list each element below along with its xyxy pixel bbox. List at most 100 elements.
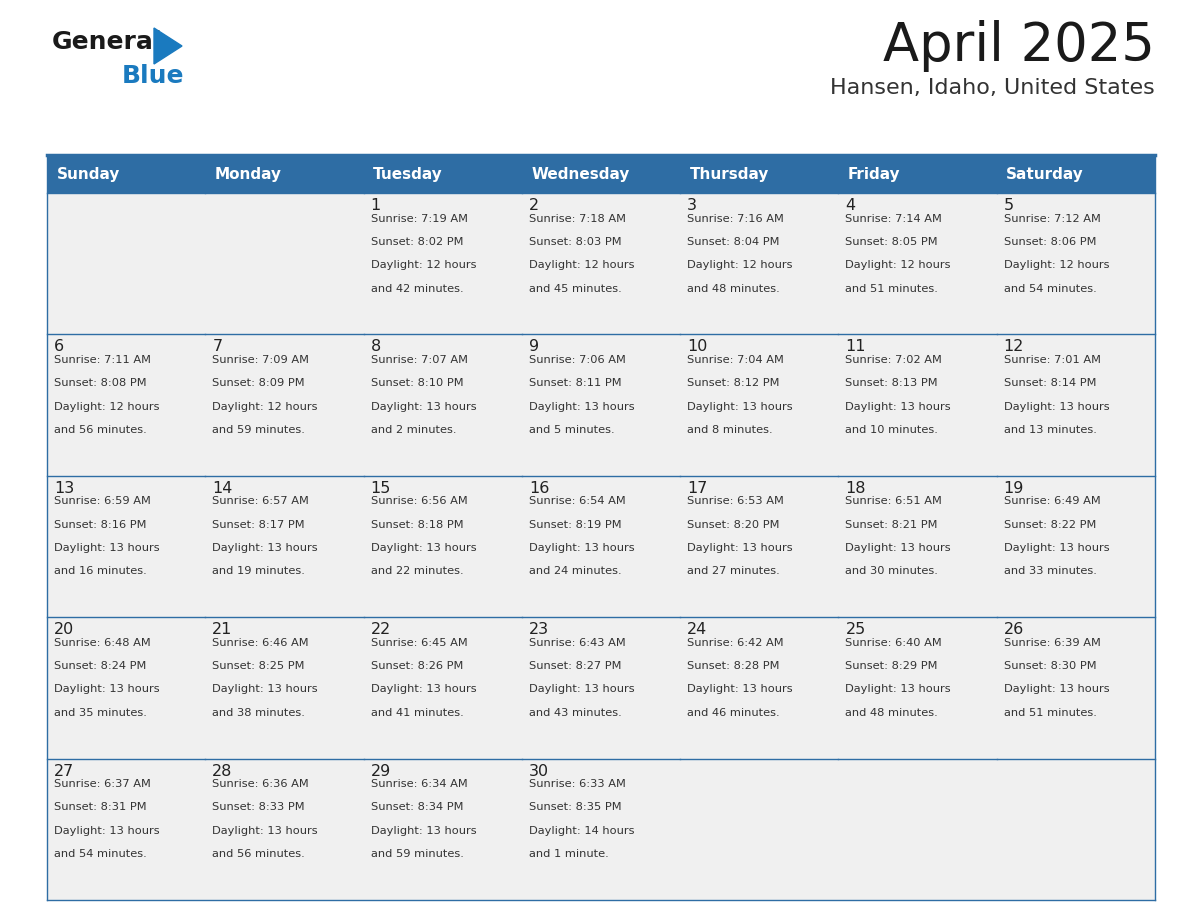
- Bar: [522, 617, 681, 758]
- Text: Sunday: Sunday: [57, 166, 120, 182]
- Text: Daylight: 13 hours: Daylight: 13 hours: [53, 685, 159, 694]
- Text: Sunset: 8:25 PM: Sunset: 8:25 PM: [213, 661, 305, 671]
- Text: Sunrise: 7:01 AM: Sunrise: 7:01 AM: [1004, 355, 1101, 365]
- Text: 7: 7: [213, 340, 222, 354]
- Bar: [681, 758, 839, 900]
- Text: and 5 minutes.: and 5 minutes.: [529, 425, 614, 435]
- Bar: [206, 758, 364, 900]
- Text: 4: 4: [846, 198, 855, 213]
- Text: Sunrise: 6:40 AM: Sunrise: 6:40 AM: [846, 638, 942, 648]
- Text: Daylight: 13 hours: Daylight: 13 hours: [213, 685, 318, 694]
- Bar: [206, 155, 364, 193]
- Text: 16: 16: [529, 481, 549, 496]
- Bar: [48, 617, 206, 758]
- Text: and 59 minutes.: and 59 minutes.: [213, 425, 305, 435]
- Text: 27: 27: [53, 764, 74, 778]
- Text: Sunrise: 7:06 AM: Sunrise: 7:06 AM: [529, 355, 626, 365]
- Text: 15: 15: [371, 481, 391, 496]
- Text: and 27 minutes.: and 27 minutes.: [687, 566, 779, 577]
- Text: Sunset: 8:29 PM: Sunset: 8:29 PM: [846, 661, 939, 671]
- Bar: [997, 617, 1155, 758]
- Text: Sunrise: 6:42 AM: Sunrise: 6:42 AM: [687, 638, 784, 648]
- Text: Sunset: 8:31 PM: Sunset: 8:31 PM: [53, 802, 146, 812]
- Text: and 43 minutes.: and 43 minutes.: [529, 708, 621, 718]
- Text: Sunrise: 7:04 AM: Sunrise: 7:04 AM: [687, 355, 784, 365]
- Text: Sunset: 8:20 PM: Sunset: 8:20 PM: [687, 520, 779, 530]
- Bar: [206, 334, 364, 476]
- Text: Daylight: 12 hours: Daylight: 12 hours: [53, 401, 159, 411]
- Text: and 46 minutes.: and 46 minutes.: [687, 708, 779, 718]
- Polygon shape: [154, 28, 182, 64]
- Text: Sunset: 8:04 PM: Sunset: 8:04 PM: [687, 237, 779, 247]
- Text: 6: 6: [53, 340, 64, 354]
- Text: Sunrise: 6:34 AM: Sunrise: 6:34 AM: [371, 779, 467, 789]
- Bar: [522, 758, 681, 900]
- Text: and 56 minutes.: and 56 minutes.: [213, 849, 305, 859]
- Text: Sunrise: 7:07 AM: Sunrise: 7:07 AM: [371, 355, 468, 365]
- Text: Daylight: 13 hours: Daylight: 13 hours: [846, 401, 952, 411]
- Text: Sunrise: 7:12 AM: Sunrise: 7:12 AM: [1004, 214, 1100, 223]
- Text: Sunset: 8:06 PM: Sunset: 8:06 PM: [1004, 237, 1097, 247]
- Text: and 41 minutes.: and 41 minutes.: [371, 708, 463, 718]
- Text: Sunrise: 7:19 AM: Sunrise: 7:19 AM: [371, 214, 468, 223]
- Text: Sunset: 8:22 PM: Sunset: 8:22 PM: [1004, 520, 1097, 530]
- Text: Sunrise: 6:59 AM: Sunrise: 6:59 AM: [53, 497, 151, 507]
- Text: 26: 26: [1004, 622, 1024, 637]
- Text: Sunset: 8:14 PM: Sunset: 8:14 PM: [1004, 378, 1097, 388]
- Bar: [48, 334, 206, 476]
- Text: 2: 2: [529, 198, 539, 213]
- Text: Sunrise: 6:51 AM: Sunrise: 6:51 AM: [846, 497, 942, 507]
- Text: and 2 minutes.: and 2 minutes.: [371, 425, 456, 435]
- Bar: [839, 193, 997, 334]
- Text: Daylight: 12 hours: Daylight: 12 hours: [213, 401, 317, 411]
- Text: 22: 22: [371, 622, 391, 637]
- Text: and 56 minutes.: and 56 minutes.: [53, 425, 147, 435]
- Text: Monday: Monday: [215, 166, 282, 182]
- Text: Sunrise: 7:16 AM: Sunrise: 7:16 AM: [687, 214, 784, 223]
- Text: Sunrise: 7:14 AM: Sunrise: 7:14 AM: [846, 214, 942, 223]
- Text: Daylight: 12 hours: Daylight: 12 hours: [1004, 260, 1110, 270]
- Text: Daylight: 13 hours: Daylight: 13 hours: [1004, 543, 1110, 553]
- Text: Sunrise: 7:11 AM: Sunrise: 7:11 AM: [53, 355, 151, 365]
- Bar: [364, 758, 522, 900]
- Text: Sunrise: 6:37 AM: Sunrise: 6:37 AM: [53, 779, 151, 789]
- Bar: [681, 617, 839, 758]
- Bar: [206, 193, 364, 334]
- Text: and 42 minutes.: and 42 minutes.: [371, 284, 463, 294]
- Bar: [364, 617, 522, 758]
- Text: Sunrise: 6:54 AM: Sunrise: 6:54 AM: [529, 497, 626, 507]
- Bar: [48, 758, 206, 900]
- Text: and 8 minutes.: and 8 minutes.: [687, 425, 772, 435]
- Text: Daylight: 12 hours: Daylight: 12 hours: [846, 260, 950, 270]
- Text: Sunset: 8:11 PM: Sunset: 8:11 PM: [529, 378, 621, 388]
- Text: Daylight: 13 hours: Daylight: 13 hours: [529, 401, 634, 411]
- Text: and 38 minutes.: and 38 minutes.: [213, 708, 305, 718]
- Text: Sunset: 8:33 PM: Sunset: 8:33 PM: [213, 802, 305, 812]
- Text: Saturday: Saturday: [1006, 166, 1083, 182]
- Text: Sunset: 8:10 PM: Sunset: 8:10 PM: [371, 378, 463, 388]
- Text: Wednesday: Wednesday: [531, 166, 630, 182]
- Text: Thursday: Thursday: [690, 166, 769, 182]
- Text: Sunset: 8:34 PM: Sunset: 8:34 PM: [371, 802, 463, 812]
- Text: Sunset: 8:19 PM: Sunset: 8:19 PM: [529, 520, 621, 530]
- Text: Daylight: 12 hours: Daylight: 12 hours: [687, 260, 792, 270]
- Text: Sunrise: 6:36 AM: Sunrise: 6:36 AM: [213, 779, 309, 789]
- Text: Sunset: 8:13 PM: Sunset: 8:13 PM: [846, 378, 939, 388]
- Bar: [681, 476, 839, 617]
- Bar: [522, 334, 681, 476]
- Text: Sunset: 8:26 PM: Sunset: 8:26 PM: [371, 661, 463, 671]
- Text: Sunset: 8:17 PM: Sunset: 8:17 PM: [213, 520, 305, 530]
- Bar: [681, 193, 839, 334]
- Text: Daylight: 13 hours: Daylight: 13 hours: [1004, 685, 1110, 694]
- Text: Daylight: 13 hours: Daylight: 13 hours: [371, 401, 476, 411]
- Bar: [839, 155, 997, 193]
- Text: Sunset: 8:12 PM: Sunset: 8:12 PM: [687, 378, 779, 388]
- Text: Sunrise: 7:02 AM: Sunrise: 7:02 AM: [846, 355, 942, 365]
- Text: Sunset: 8:08 PM: Sunset: 8:08 PM: [53, 378, 146, 388]
- Text: and 24 minutes.: and 24 minutes.: [529, 566, 621, 577]
- Text: April 2025: April 2025: [883, 20, 1155, 72]
- Text: Sunset: 8:30 PM: Sunset: 8:30 PM: [1004, 661, 1097, 671]
- Bar: [48, 476, 206, 617]
- Text: 18: 18: [846, 481, 866, 496]
- Text: Sunrise: 6:53 AM: Sunrise: 6:53 AM: [687, 497, 784, 507]
